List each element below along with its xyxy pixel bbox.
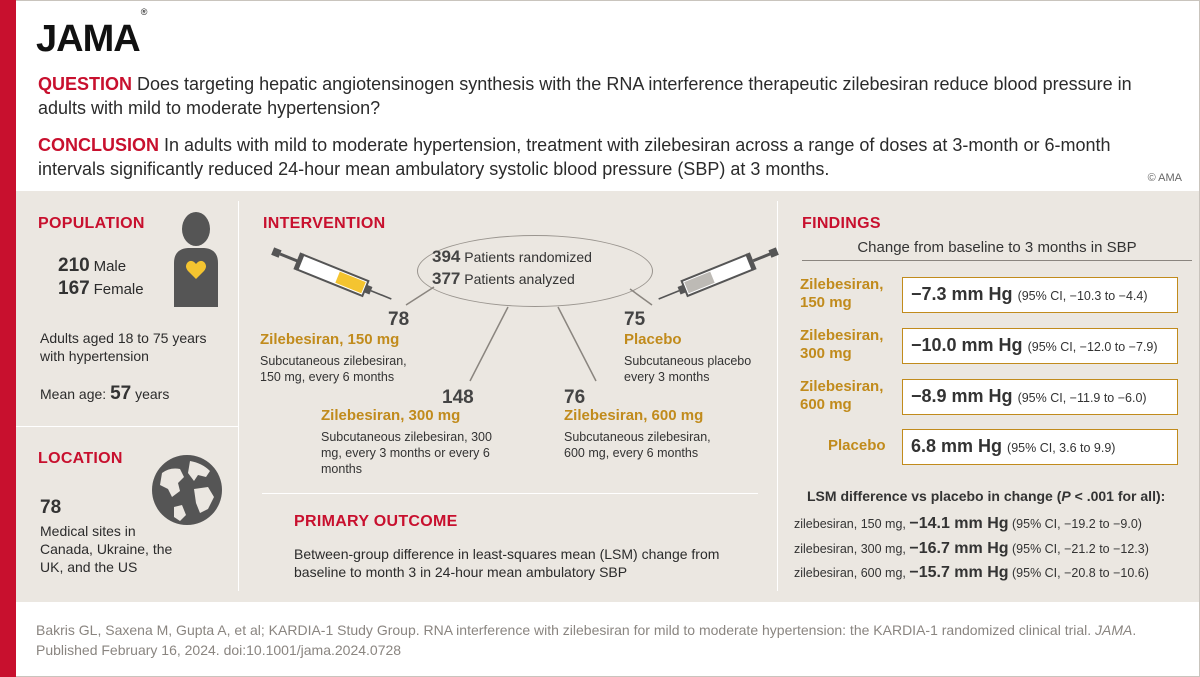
brand-bar [0, 0, 16, 677]
finding-box-150: −7.3 mm Hg (95% CI, −10.3 to −4.4) [902, 277, 1178, 313]
lsm-row-300: zilebesiran, 300 mg, −16.7 mm Hg (95% CI… [794, 540, 1149, 557]
arm-600-count: 76 [564, 387, 586, 408]
enrollment-oval [417, 235, 653, 307]
sites-count: 78 [40, 497, 62, 518]
finding-label-150: Zilebesiran, 150 mg [800, 276, 884, 311]
patients-analyzed: 377 Patients analyzed [432, 269, 575, 288]
finding-box-600: −8.9 mm Hg (95% CI, −11.9 to −6.0) [902, 379, 1178, 415]
globe-icon [152, 455, 222, 525]
finding-label-600: Zilebesiran, 600 mg [800, 378, 884, 413]
conclusion: CONCLUSION In adults with mild to modera… [38, 133, 1148, 181]
jama-logo: JAMA® [36, 7, 147, 60]
syringe-icon [271, 247, 392, 300]
sites-text: Medical sites in Canada, Ukraine, the UK… [40, 523, 173, 575]
question: QUESTION Does targeting hepatic angioten… [38, 72, 1148, 120]
divider [262, 493, 758, 494]
divider [16, 426, 238, 427]
male-count: 210 Male [58, 255, 127, 276]
finding-box-placebo: 6.8 mm Hg (95% CI, 3.6 to 9.9) [902, 429, 1178, 465]
conclusion-text: In adults with mild to moderate hyperten… [38, 135, 1111, 179]
person-heart-icon [174, 212, 218, 307]
location-heading: LOCATION [38, 450, 123, 467]
placebo-count: 75 [624, 309, 646, 330]
lsm-heading: LSM difference vs placebo in change (P <… [807, 488, 1166, 504]
primary-outcome-heading: PRIMARY OUTCOME [294, 513, 458, 530]
finding-box-300: −10.0 mm Hg (95% CI, −12.0 to −7.9) [902, 328, 1178, 364]
arm-300-desc: Subcutaneous zilebesiran, 300 mg, every … [321, 430, 492, 476]
arm-150-count: 78 [388, 309, 410, 330]
arm-600-desc: Subcutaneous zilebesiran, 600 mg, every … [564, 430, 711, 460]
findings-heading: FINDINGS [802, 215, 881, 232]
arm-150-name: Zilebesiran, 150 mg [260, 331, 400, 348]
finding-label-300: Zilebesiran, 300 mg [800, 327, 884, 362]
primary-outcome-text: Between-group difference in least-square… [294, 546, 720, 580]
findings-subheading: Change from baseline to 3 months in SBP [802, 239, 1192, 261]
copyright: © AMA [1147, 172, 1182, 184]
population-heading: POPULATION [38, 215, 145, 232]
allocation-lines [405, 286, 653, 382]
arm-300-count: 148 [442, 387, 474, 408]
conclusion-label: CONCLUSION [38, 135, 159, 155]
arm-150-desc: Subcutaneous zilebesiran, 150 mg, every … [260, 354, 407, 384]
intervention-heading: INTERVENTION [263, 215, 386, 232]
syringe-icon [658, 247, 779, 300]
question-label: QUESTION [38, 74, 133, 94]
female-count: 167 Female [58, 278, 144, 299]
population-description: Adults aged 18 to 75 years with hyperten… [40, 330, 207, 364]
question-text: Does targeting hepatic angiotensinogen s… [38, 74, 1132, 118]
divider [238, 201, 239, 591]
arm-300-name: Zilebesiran, 300 mg [321, 407, 461, 424]
patients-randomized: 394 Patients randomized [432, 247, 592, 266]
finding-label-placebo: Placebo [828, 437, 886, 454]
lsm-row-150: zilebesiran, 150 mg, −14.1 mm Hg (95% CI… [794, 515, 1142, 532]
arm-600-name: Zilebesiran, 600 mg [564, 407, 704, 424]
placebo-name: Placebo [624, 331, 682, 348]
placebo-desc: Subcutaneous placebo every 3 months [624, 354, 752, 384]
divider [777, 201, 778, 591]
citation: Bakris GL, Saxena M, Gupta A, et al; KAR… [36, 622, 1137, 658]
lsm-row-600: zilebesiran, 600 mg, −15.7 mm Hg (95% CI… [794, 564, 1149, 581]
mean-age: Mean age: 57 years [40, 383, 170, 404]
